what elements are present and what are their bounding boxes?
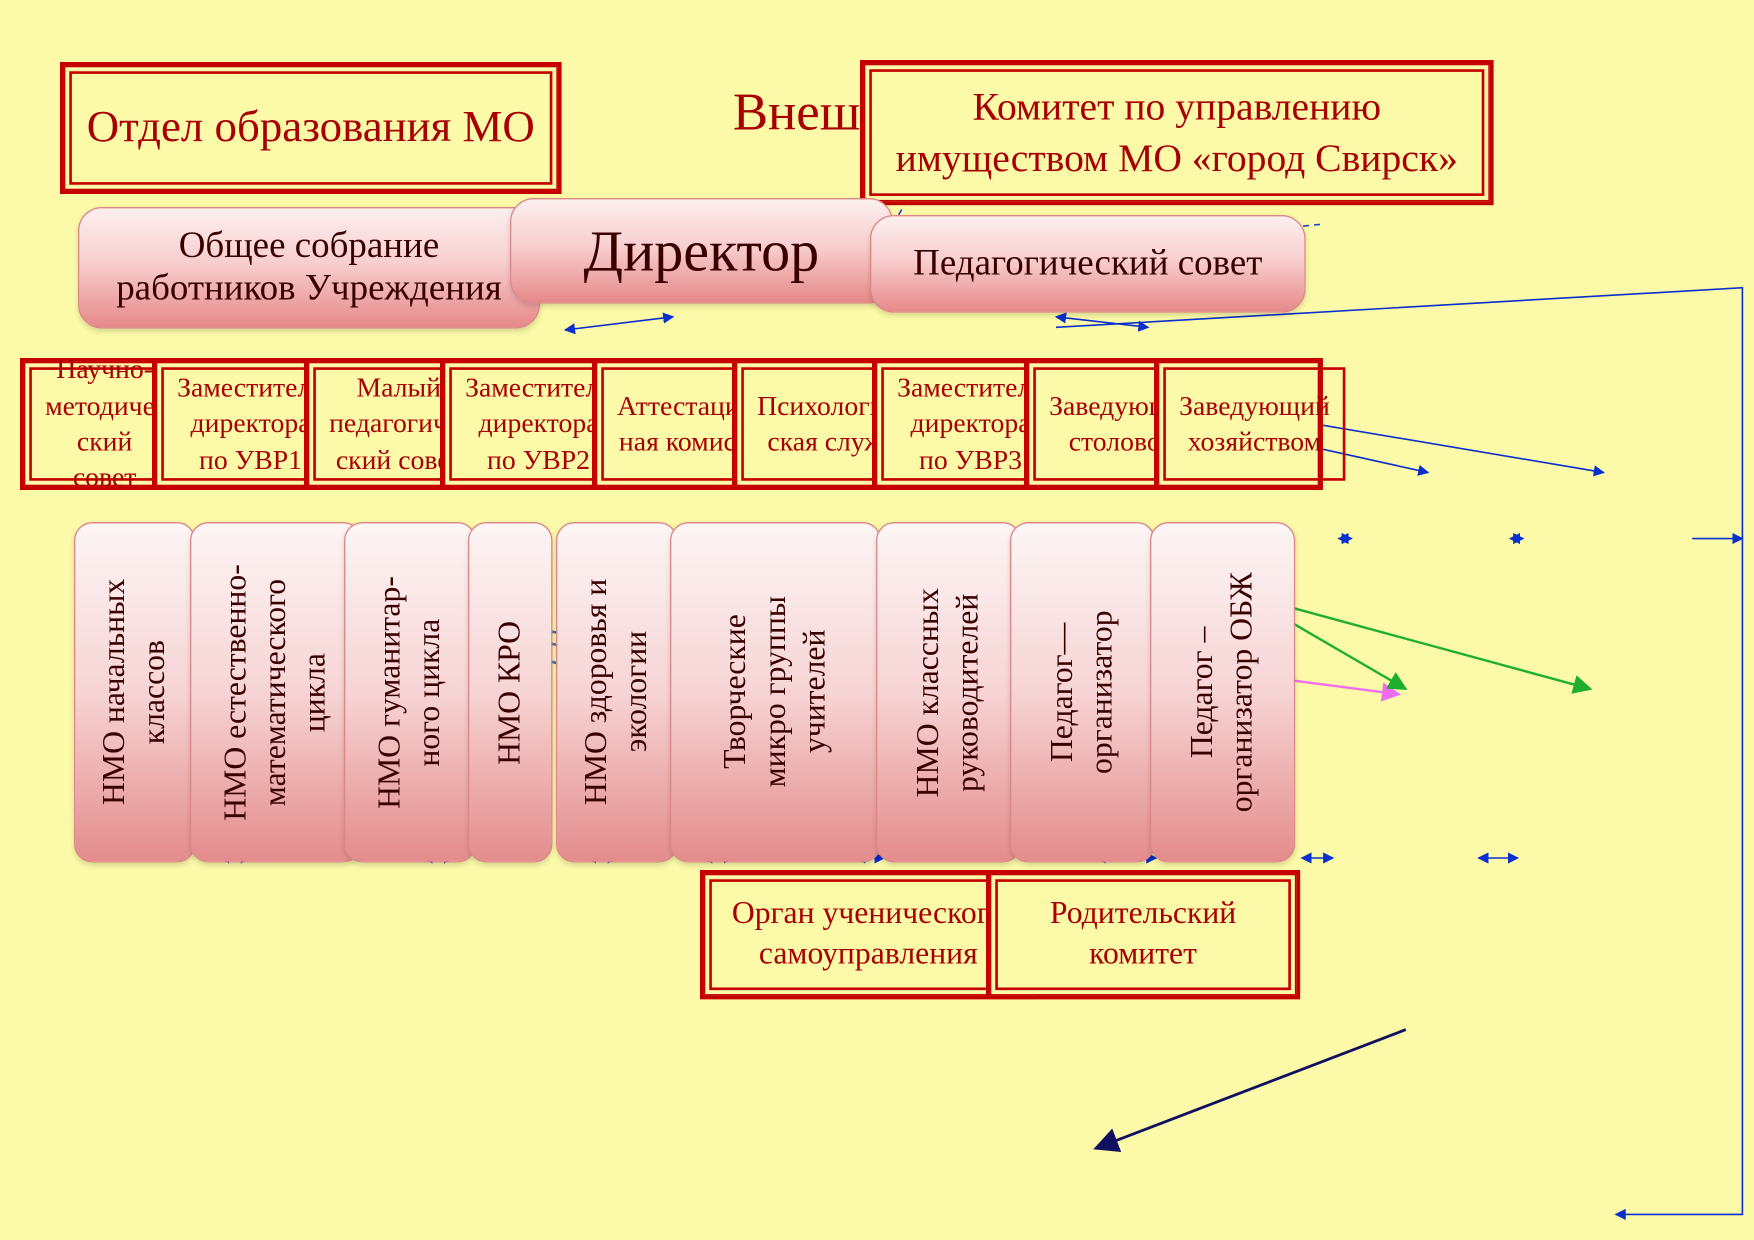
label: НМО КРО (483, 602, 538, 783)
vpill-nmo-humanities: НМО гуманитар- ного цикла (344, 522, 476, 863)
label: НМО гуманитар- ного цикла (362, 557, 457, 827)
box-education-dept: Отдел образования МО (60, 62, 562, 194)
vpill-creative-micro-groups: Творческие микро группы учителей (670, 522, 881, 863)
label: Комитет по управлению имуществом МО «гор… (885, 81, 1468, 184)
label: Педагог— организатор (1035, 592, 1130, 792)
pill-pedcouncil: Педагогический совет (870, 215, 1306, 313)
pill-director: Директор (510, 198, 893, 304)
label: Заведующий хозяйством (1179, 388, 1330, 460)
label: Педагог – организатор ОБЖ (1175, 554, 1270, 831)
box-housekeeping-head: Заведующий хозяйством (1154, 358, 1323, 490)
label: Педагогический совет (913, 243, 1262, 285)
vpill-nmo-class-leaders: НМО классных руководителей (876, 522, 1021, 863)
vpill-pedagog-obzh: Педагог – организатор ОБЖ (1150, 522, 1295, 863)
vpill-pedagog-organizer: Педагог— организатор (1010, 522, 1155, 863)
label: Заместитель директора по УВР3 (897, 370, 1044, 478)
label: Общее собрание работников Учреждения (103, 225, 515, 309)
label: НМО начальных классов (87, 561, 182, 824)
vpill-nmo-primary: НМО начальных классов (74, 522, 195, 863)
label: НМО здоровья и экологии (569, 561, 664, 824)
label: Орган ученического самоуправления (725, 894, 1011, 976)
label: Заместитель директора по УВР2 (465, 370, 612, 478)
label: НМО естественно- математического цикла (208, 546, 343, 839)
org-chart: Отдел образования МО Внешнее управление … (0, 0, 1754, 1240)
vpill-nmo-kro: НМО КРО (468, 522, 552, 863)
label: Отдел образования МО (87, 99, 535, 157)
box-parent-committee: Родительский комитет (986, 870, 1300, 999)
label: Научно-методиче-ский совет (45, 352, 164, 496)
label: Творческие микро группы учителей (708, 578, 843, 806)
label: Родительский комитет (1011, 894, 1275, 976)
pill-assembly: Общее собрание работников Учреждения (78, 207, 540, 328)
box-property-committee: Комитет по управлению имуществом МО «гор… (860, 60, 1494, 205)
vpill-nmo-science-math: НМО естественно- математического цикла (190, 522, 362, 863)
label: НМО классных руководителей (901, 569, 996, 815)
label: Заместитель директора по УВР1 (177, 370, 324, 478)
vpill-nmo-health-ecology: НМО здоровья и экологии (556, 522, 677, 863)
label: Директор (584, 217, 820, 284)
